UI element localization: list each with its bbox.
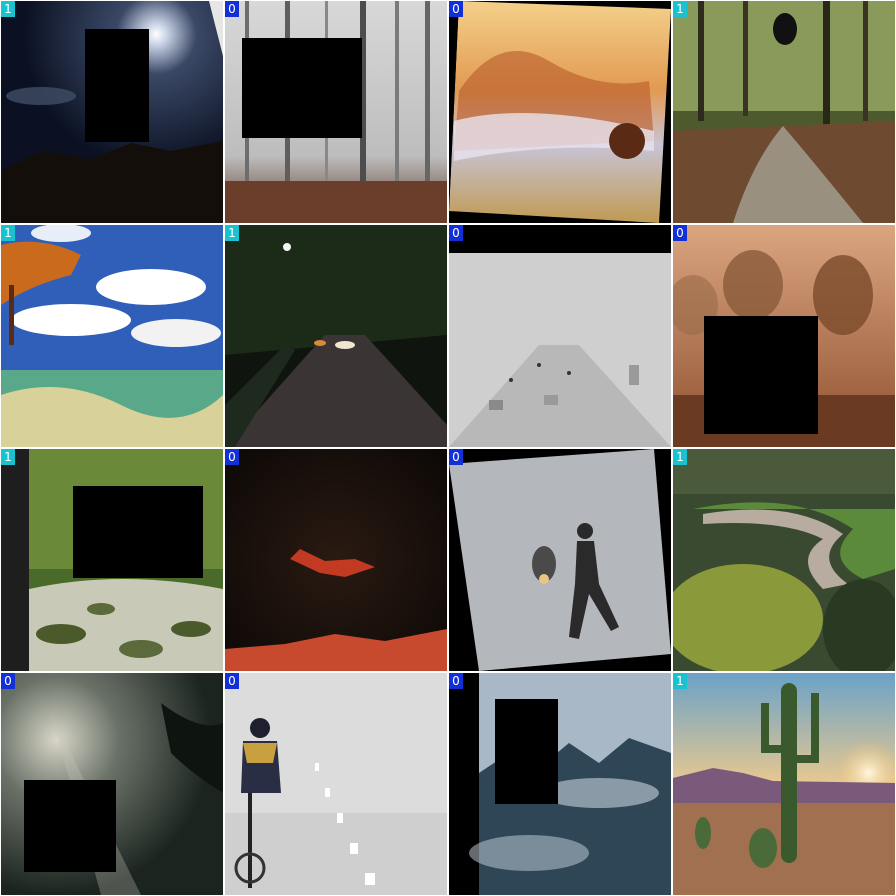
- tile-misty-sunrise-hills: 0: [449, 1, 671, 223]
- class-label: 1: [673, 673, 687, 689]
- tile-misty-pine-forest: 0: [449, 673, 671, 895]
- scene-fog-walker: [449, 449, 671, 671]
- class-label: 0: [225, 1, 239, 17]
- scene-misty-pine-forest: [449, 673, 671, 895]
- class-label: 0: [449, 1, 463, 17]
- tile-river-valley: 1: [673, 449, 895, 671]
- occluder-box: [24, 780, 116, 872]
- scene-desert-cactus-sunset: [673, 673, 895, 895]
- tile-fog-walker: 0: [449, 449, 671, 671]
- tile-tropical-beach: 1: [1, 225, 223, 447]
- tile-fog-cyclist: 0: [225, 673, 447, 895]
- class-label: 1: [1, 1, 15, 17]
- class-label: 1: [1, 225, 15, 241]
- tile-dark-red-night: 0: [225, 449, 447, 671]
- class-label: 1: [225, 225, 239, 241]
- class-label: 0: [225, 673, 239, 689]
- class-label: 1: [1, 449, 15, 465]
- occluder-box: [242, 38, 362, 138]
- tile-night-moon-sky: 1: [1, 1, 223, 223]
- class-label: 0: [449, 449, 463, 465]
- occluder-box: [85, 29, 149, 142]
- class-label: 0: [225, 449, 239, 465]
- class-label: 0: [449, 673, 463, 689]
- class-label: 0: [449, 225, 463, 241]
- tile-desert-cactus-sunset: 1: [673, 673, 895, 895]
- occluder-box: [73, 486, 203, 578]
- tile-foggy-highway: 0: [449, 225, 671, 447]
- scene-misty-sunrise-hills: [449, 1, 671, 223]
- class-label: 0: [1, 673, 15, 689]
- tile-forest-path: 1: [673, 1, 895, 223]
- scene-fog-cyclist: [225, 673, 447, 895]
- scene-tropical-beach: [1, 225, 223, 447]
- occluder-box: [704, 316, 818, 434]
- scene-foggy-highway: [449, 225, 671, 447]
- class-label: 1: [673, 449, 687, 465]
- occluder-box: [495, 699, 558, 804]
- class-label: 1: [673, 1, 687, 17]
- tile-night-street: 1: [225, 225, 447, 447]
- tile-forest-stream: 1: [1, 449, 223, 671]
- tile-misty-orange-trees: 0: [673, 225, 895, 447]
- tile-sunbeam-forest: 0: [1, 673, 223, 895]
- scene-night-street: [225, 225, 447, 447]
- tile-foggy-forest: 0: [225, 1, 447, 223]
- class-label: 0: [673, 225, 687, 241]
- scene-forest-path: [673, 1, 895, 223]
- scene-river-valley: [673, 449, 895, 671]
- scene-dark-red-night: [225, 449, 447, 671]
